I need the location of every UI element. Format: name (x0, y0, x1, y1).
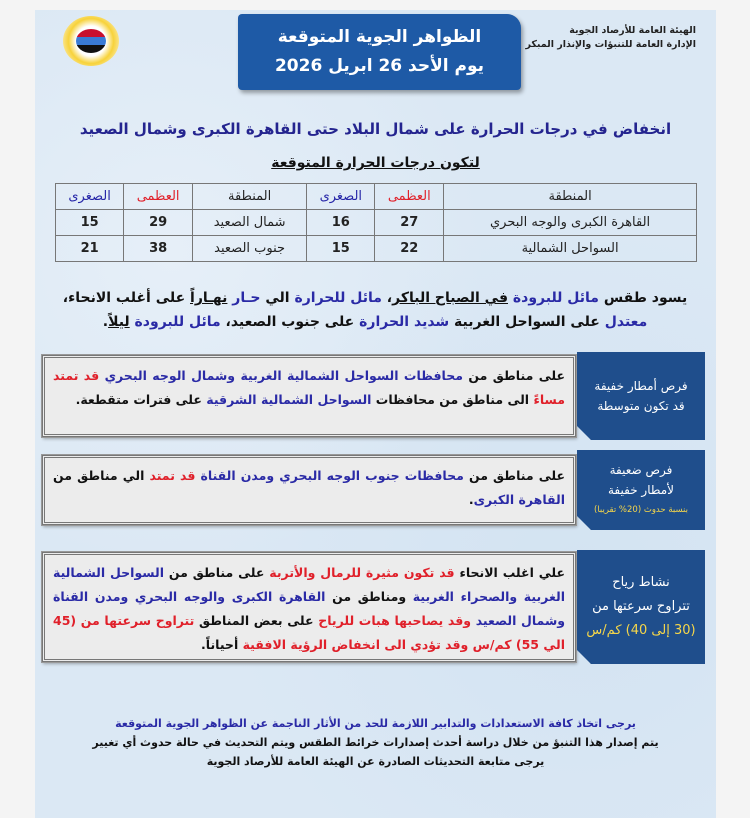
text-segment: يسود طقس (598, 290, 688, 306)
text-segment: . (102, 314, 109, 330)
text-segment: في الصباح الباكر (392, 290, 508, 306)
min-cell: 15 (54, 209, 125, 236)
rain-details-box: على مناطق من محافظات السواحل الشمالية ال… (41, 354, 577, 438)
col-min: الصغرى (54, 183, 125, 210)
text-segment: ليلاً (108, 314, 130, 330)
text-segment: على السواحل الغربية (449, 314, 605, 330)
text-segment: مائل للبرودة (512, 290, 599, 306)
text-segment: على بعض المناطق (194, 613, 319, 628)
footer-line-2: يتم إصدار هذا التنبؤ من خلال دراسة أحدث … (92, 736, 659, 749)
org-line-2: الإدارة العامة للتنبؤات والإنذار المبكر (525, 39, 696, 50)
light-rain-label: فرص ضعيفة لأمطار خفيفة بنسبة حدوث (20% ت… (577, 450, 705, 530)
table-caption: لتكون درجات الحرارة المتوقعة (271, 155, 480, 171)
text-segment: مائل للحرارة (294, 290, 382, 306)
region-cell: جنوب الصعيد (192, 235, 308, 262)
label-line: فرص ضعيفة (609, 463, 673, 477)
text-segment: ومناطق من (325, 589, 413, 604)
col-region: المنطقة (443, 183, 697, 210)
col-max: العظمى (374, 183, 445, 210)
text-segment: نهـاراً (190, 290, 228, 306)
footer-line-3: يرجى متابعة التحديثات الصادرة عن الهيئة … (206, 755, 545, 768)
text-segment: على جنوب الصعيد، (220, 314, 360, 330)
col-region: المنطقة (192, 183, 308, 210)
text-segment: الي مناطق من (53, 468, 150, 483)
min-cell: 15 (306, 235, 376, 262)
text-segment: قد تمتد مساءً (53, 368, 565, 407)
max-cell: 27 (374, 209, 445, 236)
text-segment: السواحل الشمالية الغربية والصحراء الغربي… (53, 565, 565, 604)
text-segment: الي (260, 290, 295, 306)
text-segment: قد تمتد (149, 468, 196, 483)
headline: انخفاض في درجات الحرارة على شمال البلاد … (79, 120, 672, 138)
max-cell: 38 (123, 235, 194, 262)
footer-notes: يرجى اتخاذ كافة الاستعدادات والتدابير ال… (35, 714, 716, 771)
text-segment: شديد الحرارة (359, 314, 450, 330)
region-cell: القاهرة الكبرى والوجه البحري (443, 209, 697, 236)
text-segment: على مناطق من (463, 468, 565, 483)
min-cell: 21 (54, 235, 125, 262)
ema-logo-icon (63, 16, 119, 66)
title-banner: الظواهر الجوية المتوقعة يوم الأحد 26 ابر… (238, 14, 521, 90)
summary-line-1: يسود طقس مائل للبرودة في الصباح الباكر، … (45, 286, 705, 310)
text-segment: قد تكون مثيرة للرمال والأتربة (269, 565, 455, 580)
text-segment: وقد يصاحبها هبات للرياح (318, 613, 472, 628)
text-segment: . (468, 492, 474, 507)
table-header-row: المنطقة العظمى الصغرى المنطقة العظمى الص… (54, 183, 697, 210)
wind-label: نشاط رياح تتراوح سرعتها من (30 إلى 40) ك… (577, 550, 705, 664)
text-segment: أحياناً. (201, 637, 243, 652)
text-segment: محافظات السواحل الشمالية الغربية وشمال ا… (104, 368, 463, 383)
text-segment: حـار (232, 290, 261, 306)
min-cell: 16 (306, 209, 376, 236)
region-cell: السواحل الشمالية (443, 235, 697, 262)
label-line: قد تكون متوسطة (597, 399, 685, 413)
text-segment: على مناطق من (462, 368, 565, 383)
wind-details-box: علي اغلب الانحاء قد تكون مثيرة للرمال وا… (41, 551, 577, 663)
text-segment: مائل للبرودة (134, 314, 221, 330)
text-segment: الى مناطق من محافظات (371, 392, 534, 407)
text-segment: القاهرة الكبرى (473, 492, 565, 507)
rain-label: فرص أمطار خفيفة قد تكون متوسطة (577, 352, 705, 440)
text-segment: على فترات متقطعة. (75, 392, 207, 407)
label-line: نشاط رياح (612, 575, 670, 590)
bulletin-card: الهيئة العامة للأرصاد الجوية الإدارة الع… (35, 10, 716, 818)
probability-note: بنسبة حدوث (20% تقريبا) (594, 505, 688, 515)
max-cell: 22 (374, 235, 445, 262)
text-segment: تتراوح سرعتها من (45 الي 55) كم/س (53, 613, 565, 652)
temperature-table: المنطقة العظمى الصغرى المنطقة العظمى الص… (54, 183, 697, 262)
org-line-1: الهيئة العامة للأرصاد الجوية (569, 25, 696, 36)
text-segment: ، (381, 290, 393, 306)
title: الظواهر الجوية المتوقعة (277, 27, 482, 47)
weather-summary: يسود طقس مائل للبرودة في الصباح الباكر، … (45, 286, 705, 334)
light-rain-details-box: على مناطق من محافظات جنوب الوجه البحري و… (41, 454, 577, 526)
text-segment: علي اغلب الانحاء (454, 565, 565, 580)
label-line: تتراوح سرعتها من (592, 599, 690, 614)
table-row: القاهرة الكبرى والوجه البحري 27 16 شمال … (54, 209, 697, 236)
text-segment: معتدل (604, 314, 648, 330)
table-row: السواحل الشمالية 22 15 جنوب الصعيد 38 21 (54, 235, 697, 262)
text-segment: على أغلب الانحاء، (62, 290, 191, 306)
region-cell: شمال الصعيد (192, 209, 308, 236)
date: يوم الأحد 26 ابريل 2026 (274, 56, 485, 76)
text-segment: على مناطق من (164, 565, 270, 580)
summary-line-2: معتدل على السواحل الغربية شديد الحرارة ع… (45, 310, 705, 334)
col-min: الصغرى (306, 183, 376, 210)
footer-line-1: يرجى اتخاذ كافة الاستعدادات والتدابير ال… (115, 717, 636, 730)
max-cell: 29 (123, 209, 194, 236)
col-max: العظمى (123, 183, 194, 210)
wind-speed-range: (30 إلى 40) كم/س (586, 623, 696, 638)
text-segment: القاهرة الكبرى والوجه البحري ومدن القناة… (53, 589, 566, 628)
text-segment: وقد تؤدي الى انخفاض الرؤية الافقية (242, 637, 469, 652)
text-segment: السواحل الشمالية الشرقية (206, 392, 372, 407)
organization-name: الهيئة العامة للأرصاد الجوية الإدارة الع… (525, 24, 696, 52)
text-segment: محافظات جنوب الوجه البحري ومدن القناة (200, 468, 464, 483)
label-line: لأمطار خفيفة (608, 483, 674, 497)
label-line: فرص أمطار خفيفة (594, 379, 688, 393)
